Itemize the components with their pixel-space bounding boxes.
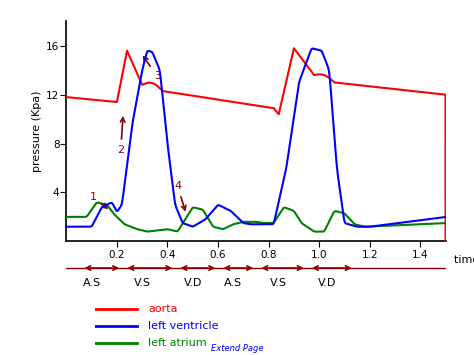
Text: 1: 1 xyxy=(90,192,107,208)
Text: V.D: V.D xyxy=(318,278,336,288)
Y-axis label: pressure (Kpa): pressure (Kpa) xyxy=(32,91,42,172)
Text: A.S: A.S xyxy=(224,278,242,288)
Text: 4: 4 xyxy=(174,181,186,210)
Text: V.S: V.S xyxy=(134,278,151,288)
Text: aorta: aorta xyxy=(148,304,178,314)
Text: A.S: A.S xyxy=(82,278,100,288)
Text: left ventricle: left ventricle xyxy=(148,321,219,331)
Text: 2: 2 xyxy=(117,118,125,155)
Text: Extend Page: Extend Page xyxy=(211,344,263,353)
Text: left atrium: left atrium xyxy=(148,338,207,348)
Text: V.D: V.D xyxy=(183,278,202,288)
X-axis label: time (s): time (s) xyxy=(454,255,474,264)
Text: V.S: V.S xyxy=(270,278,287,288)
Text: 3: 3 xyxy=(144,57,161,81)
